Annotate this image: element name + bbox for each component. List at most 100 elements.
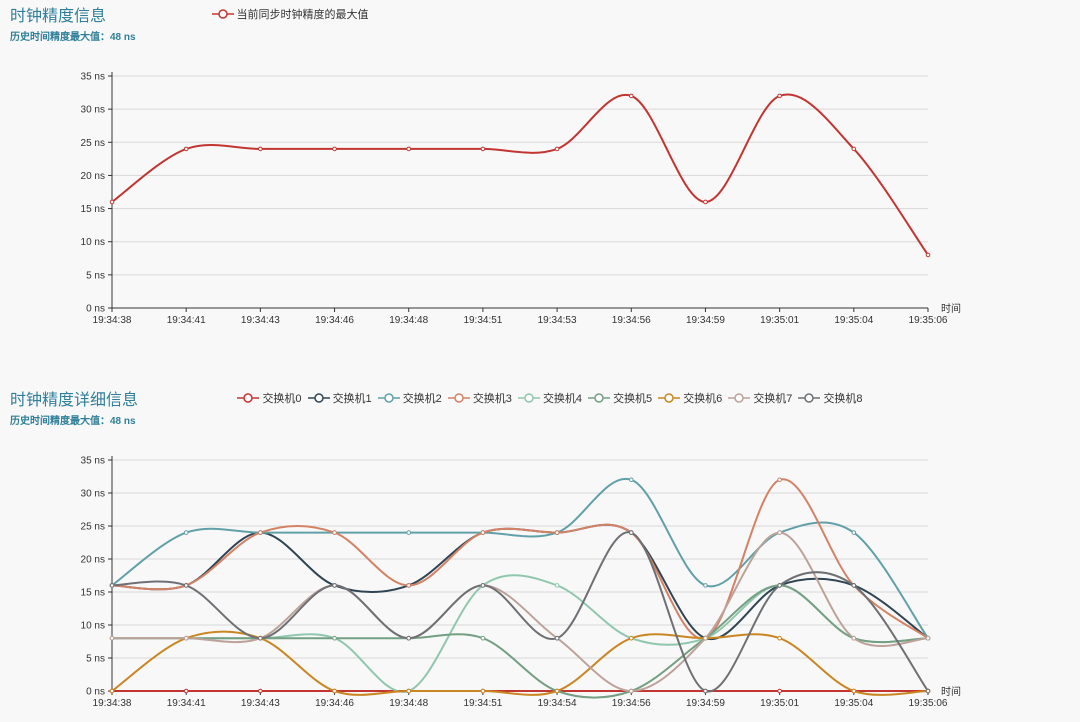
- x-axis-name: 时间: [941, 685, 961, 698]
- data-point[interactable]: [406, 530, 412, 535]
- series-line[interactable]: [111, 531, 929, 693]
- line-chart-bottom: 0 ns 5 ns 10 ns 15 ns 20 ns 25 ns 30 ns 35 ns 19…: [81, 456, 961, 710]
- data-point[interactable]: [480, 146, 486, 152]
- data-point[interactable]: [406, 146, 412, 152]
- legend-item[interactable]: 交换机0: [237, 390, 302, 406]
- y-tick-label: 30 ns: [81, 105, 105, 116]
- data-point[interactable]: [851, 583, 857, 588]
- data-point[interactable]: [183, 583, 189, 588]
- data-point[interactable]: [851, 530, 857, 535]
- data-point[interactable]: [480, 635, 486, 641]
- data-point[interactable]: [628, 688, 634, 694]
- data-point[interactable]: [777, 688, 782, 694]
- data-point[interactable]: [258, 530, 263, 535]
- data-point[interactable]: [703, 688, 708, 694]
- data-point[interactable]: [554, 146, 560, 152]
- x-tick-label: 19:34:41: [167, 315, 206, 326]
- data-point[interactable]: [777, 583, 782, 588]
- data-point[interactable]: [332, 530, 337, 535]
- data-point[interactable]: [109, 635, 115, 641]
- data-point[interactable]: [258, 688, 263, 694]
- legend-line-circle-icon: [377, 393, 400, 403]
- data-point[interactable]: [628, 635, 634, 641]
- series-line[interactable]: [112, 531, 929, 693]
- y-tick-label: 15 ns: [81, 204, 105, 215]
- data-point[interactable]: [332, 583, 337, 588]
- data-point[interactable]: [925, 252, 931, 258]
- data-point[interactable]: [925, 688, 931, 694]
- legend-label: 交换机0: [262, 393, 302, 405]
- data-point[interactable]: [777, 93, 782, 99]
- series-line[interactable]: [112, 574, 929, 693]
- data-point[interactable]: [332, 635, 337, 641]
- series-line[interactable]: [111, 630, 929, 696]
- x-tick-label: 19:34:38: [93, 698, 132, 709]
- data-point[interactable]: [406, 635, 412, 641]
- data-point[interactable]: [109, 199, 115, 205]
- legend-item[interactable]: 交换机4: [517, 390, 582, 406]
- data-point[interactable]: [258, 635, 263, 641]
- x-axis-name: 时间: [941, 302, 961, 315]
- x-tick-label: 19:35:01: [760, 698, 799, 709]
- x-tick-label: 19:34:59: [686, 315, 725, 326]
- y-tick-label: 15 ns: [81, 588, 105, 599]
- x-tick-label: 19:34:48: [389, 698, 428, 709]
- data-point[interactable]: [925, 635, 931, 641]
- legend-item[interactable]: 交换机2: [377, 390, 442, 406]
- series-line[interactable]: [111, 523, 929, 641]
- data-point[interactable]: [332, 688, 337, 694]
- chart-panel-top: 时钟精度信息 历史时间精度最大值：48 ns 当前同步时钟精度的最大值 0 ns…: [0, 0, 1080, 360]
- data-point[interactable]: [480, 583, 486, 588]
- data-point[interactable]: [628, 477, 634, 483]
- legend-item[interactable]: 交换机3: [447, 390, 512, 406]
- data-point[interactable]: [109, 583, 115, 588]
- data-point[interactable]: [554, 635, 560, 641]
- data-point[interactable]: [554, 688, 560, 694]
- y-tick-label: 30 ns: [81, 489, 105, 500]
- data-point[interactable]: [777, 477, 782, 483]
- data-point[interactable]: [183, 635, 189, 641]
- data-point[interactable]: [703, 583, 708, 588]
- legend-item[interactable]: 交换机5: [588, 390, 652, 406]
- data-point[interactable]: [406, 688, 412, 694]
- data-point[interactable]: [851, 146, 857, 152]
- y-tick-label: 20 ns: [81, 555, 105, 566]
- legend-item[interactable]: 交换机1: [307, 390, 372, 406]
- data-point[interactable]: [183, 146, 189, 152]
- data-point[interactable]: [703, 635, 708, 641]
- x-tick-label: 19:34:54: [538, 698, 577, 709]
- data-point[interactable]: [258, 146, 263, 152]
- data-point[interactable]: [183, 688, 189, 694]
- data-point[interactable]: [554, 583, 560, 588]
- legend-item[interactable]: 交换机6: [658, 390, 722, 406]
- data-point[interactable]: [777, 530, 782, 535]
- legend-label: 交换机7: [753, 393, 793, 405]
- legend-line-circle-icon: [307, 393, 330, 403]
- legend-item[interactable]: 交换机7: [728, 390, 792, 406]
- data-point[interactable]: [628, 530, 634, 535]
- data-point[interactable]: [480, 688, 486, 694]
- x-tick-label: 19:34:43: [241, 315, 280, 326]
- data-point[interactable]: [183, 530, 189, 535]
- data-point[interactable]: [628, 93, 634, 99]
- x-tick-label: 19:34:41: [167, 698, 206, 709]
- data-point[interactable]: [480, 530, 486, 535]
- data-point[interactable]: [554, 530, 560, 535]
- data-point[interactable]: [406, 583, 412, 588]
- series-line[interactable]: [111, 93, 929, 256]
- data-point[interactable]: [851, 688, 857, 694]
- data-point[interactable]: [703, 199, 708, 205]
- x-tick-label: 19:35:06: [909, 698, 948, 709]
- legend-line-circle-icon: [728, 393, 751, 403]
- y-tick-label: 10 ns: [81, 621, 105, 632]
- y-tick-label: 35 ns: [81, 456, 105, 467]
- data-point[interactable]: [777, 635, 782, 641]
- data-point[interactable]: [332, 146, 337, 152]
- legend-item[interactable]: 交换机8: [798, 390, 863, 406]
- y-tick-label: 5 ns: [86, 654, 105, 665]
- x-tick-label: 19:34:53: [538, 315, 577, 326]
- data-point[interactable]: [851, 635, 857, 641]
- data-point[interactable]: [109, 688, 115, 694]
- legend-item[interactable]: 当前同步时钟精度的最大值: [211, 6, 369, 22]
- line-chart-top: 0 ns 5 ns 10 ns 15 ns 20 ns 25 ns 30 ns 35 ns 19…: [81, 72, 961, 327]
